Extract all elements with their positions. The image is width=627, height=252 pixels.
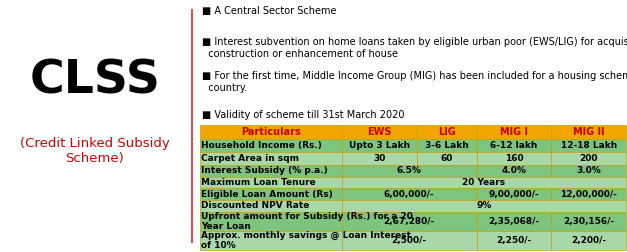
- Text: 2,35,068/-: 2,35,068/-: [488, 217, 540, 226]
- Bar: [342, 125, 416, 139]
- Bar: [551, 125, 626, 139]
- Bar: [199, 139, 342, 152]
- Bar: [342, 177, 626, 188]
- Bar: [477, 139, 551, 152]
- Text: MIG I: MIG I: [500, 127, 528, 137]
- Text: 12-18 Lakh: 12-18 Lakh: [561, 141, 617, 150]
- Text: Discounted NPV Rate: Discounted NPV Rate: [201, 201, 310, 210]
- Bar: [477, 165, 551, 177]
- Bar: [342, 152, 416, 165]
- Text: 6,00,000/-: 6,00,000/-: [384, 190, 435, 199]
- Text: 2,200/-: 2,200/-: [571, 236, 606, 245]
- Bar: [342, 139, 416, 152]
- Text: 3-6 Lakh: 3-6 Lakh: [424, 141, 468, 150]
- Text: Eligible Loan Amount (Rs): Eligible Loan Amount (Rs): [201, 190, 333, 199]
- Text: (Credit Linked Subsidy
Scheme): (Credit Linked Subsidy Scheme): [20, 137, 170, 165]
- Bar: [199, 200, 342, 212]
- Bar: [416, 125, 477, 139]
- Text: 2,67,280/-: 2,67,280/-: [384, 217, 435, 226]
- Bar: [551, 188, 626, 200]
- Text: 4.0%: 4.0%: [502, 166, 527, 175]
- Bar: [416, 139, 477, 152]
- Text: 6.5%: 6.5%: [397, 166, 422, 175]
- Bar: [199, 231, 342, 250]
- Bar: [551, 139, 626, 152]
- Text: ■ Validity of scheme till 31st March 2020: ■ Validity of scheme till 31st March 202…: [202, 110, 404, 120]
- Bar: [199, 165, 342, 177]
- Text: 60: 60: [440, 154, 453, 163]
- Text: ■ Interest subvention on home loans taken by eligible urban poor (EWS/LIG) for a: ■ Interest subvention on home loans take…: [202, 37, 627, 59]
- Bar: [551, 165, 626, 177]
- Bar: [477, 231, 551, 250]
- Text: 9%: 9%: [477, 201, 492, 210]
- Text: 2,500/-: 2,500/-: [392, 236, 427, 245]
- Bar: [342, 231, 477, 250]
- Bar: [199, 188, 342, 200]
- Bar: [477, 212, 551, 231]
- Bar: [342, 188, 477, 200]
- Text: Interest Subsidy (% p.a.): Interest Subsidy (% p.a.): [201, 166, 328, 175]
- Bar: [477, 152, 551, 165]
- Text: CLSS: CLSS: [29, 58, 161, 103]
- Text: 2,250/-: 2,250/-: [497, 236, 532, 245]
- Text: ■ For the first time, Middle Income Group (MIG) has been included for a housing : ■ For the first time, Middle Income Grou…: [202, 71, 627, 93]
- Text: 200: 200: [579, 154, 598, 163]
- Bar: [199, 125, 342, 139]
- Text: LIG: LIG: [438, 127, 455, 137]
- Text: Upto 3 Lakh: Upto 3 Lakh: [349, 141, 409, 150]
- Text: 12,00,000/-: 12,00,000/-: [561, 190, 617, 199]
- Text: 2,30,156/-: 2,30,156/-: [563, 217, 614, 226]
- Text: 6-12 lakh: 6-12 lakh: [490, 141, 538, 150]
- Bar: [199, 152, 342, 165]
- Bar: [342, 165, 477, 177]
- Bar: [551, 152, 626, 165]
- Text: 9,00,000/-: 9,00,000/-: [488, 190, 539, 199]
- Text: Household Income (Rs.): Household Income (Rs.): [201, 141, 322, 150]
- Text: ■ A Central Sector Scheme: ■ A Central Sector Scheme: [202, 6, 336, 16]
- Bar: [199, 212, 342, 231]
- Text: Maximum Loan Tenure: Maximum Loan Tenure: [201, 178, 316, 187]
- Text: Upfront amount for Subsidy (Rs.) for a 20
Year Loan: Upfront amount for Subsidy (Rs.) for a 2…: [201, 212, 413, 231]
- Bar: [416, 152, 477, 165]
- Bar: [199, 177, 342, 188]
- Text: Approx. monthly savings @ Loan Interest
of 10%: Approx. monthly savings @ Loan Interest …: [201, 231, 411, 250]
- Text: EWS: EWS: [367, 127, 391, 137]
- Text: Particulars: Particulars: [241, 127, 300, 137]
- Bar: [551, 212, 626, 231]
- Text: 30: 30: [373, 154, 386, 163]
- Text: MIG II: MIG II: [573, 127, 604, 137]
- Bar: [551, 231, 626, 250]
- Bar: [477, 125, 551, 139]
- Bar: [342, 200, 626, 212]
- Bar: [342, 212, 477, 231]
- Text: 3.0%: 3.0%: [576, 166, 601, 175]
- Bar: [477, 188, 551, 200]
- Text: 160: 160: [505, 154, 524, 163]
- Text: Carpet Area in sqm: Carpet Area in sqm: [201, 154, 299, 163]
- Text: 20 Years: 20 Years: [463, 178, 505, 187]
